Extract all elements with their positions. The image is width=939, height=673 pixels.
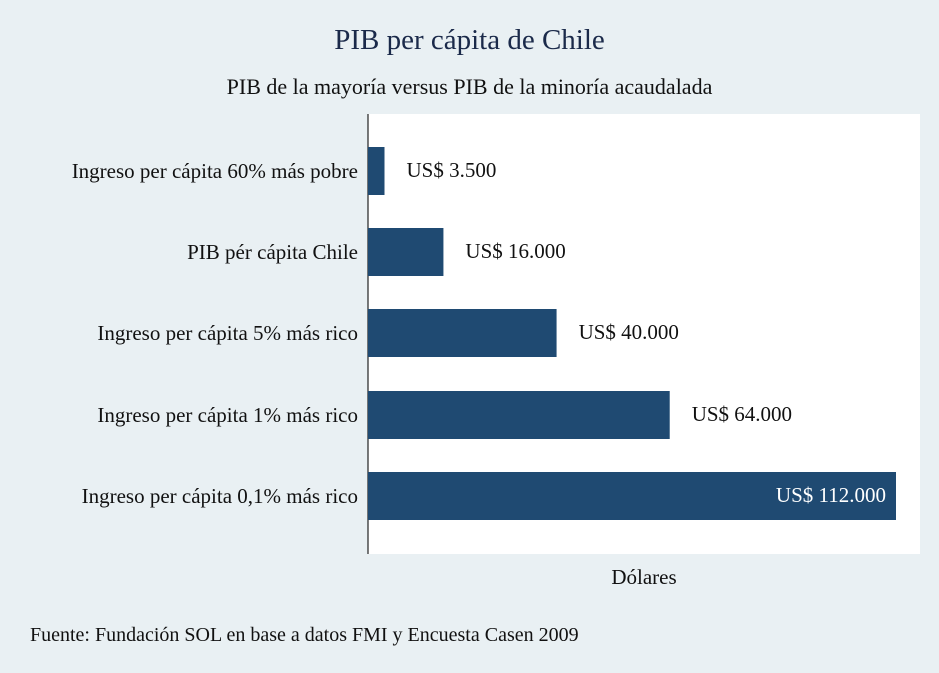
data-label-3: US$ 40.000 bbox=[579, 320, 679, 344]
bar-5 bbox=[368, 472, 896, 520]
data-label-1: US$ 3.500 bbox=[407, 158, 497, 182]
source-note: Fuente: Fundación SOL en base a datos FM… bbox=[30, 624, 579, 646]
bar-3 bbox=[368, 309, 557, 357]
category-label-5: Ingreso per cápita 0,1% más rico bbox=[82, 484, 358, 508]
category-label-4: Ingreso per cápita 1% más rico bbox=[97, 403, 358, 427]
chart-title: PIB per cápita de Chile bbox=[334, 24, 605, 56]
category-label-1: Ingreso per cápita 60% más pobre bbox=[72, 159, 358, 183]
x-axis-label: Dólares bbox=[611, 565, 676, 589]
bar-4 bbox=[368, 391, 670, 439]
chart-subtitle: PIB de la mayoría versus PIB de la minor… bbox=[226, 74, 713, 99]
category-label-3: Ingreso per cápita 5% más rico bbox=[97, 321, 358, 345]
data-label-5: US$ 112.000 bbox=[776, 483, 886, 507]
bar-2 bbox=[368, 228, 444, 276]
category-label-2: PIB pér cápita Chile bbox=[187, 240, 358, 264]
bar-1 bbox=[368, 147, 385, 195]
data-label-4: US$ 64.000 bbox=[692, 402, 792, 426]
data-label-2: US$ 16.000 bbox=[465, 239, 565, 263]
